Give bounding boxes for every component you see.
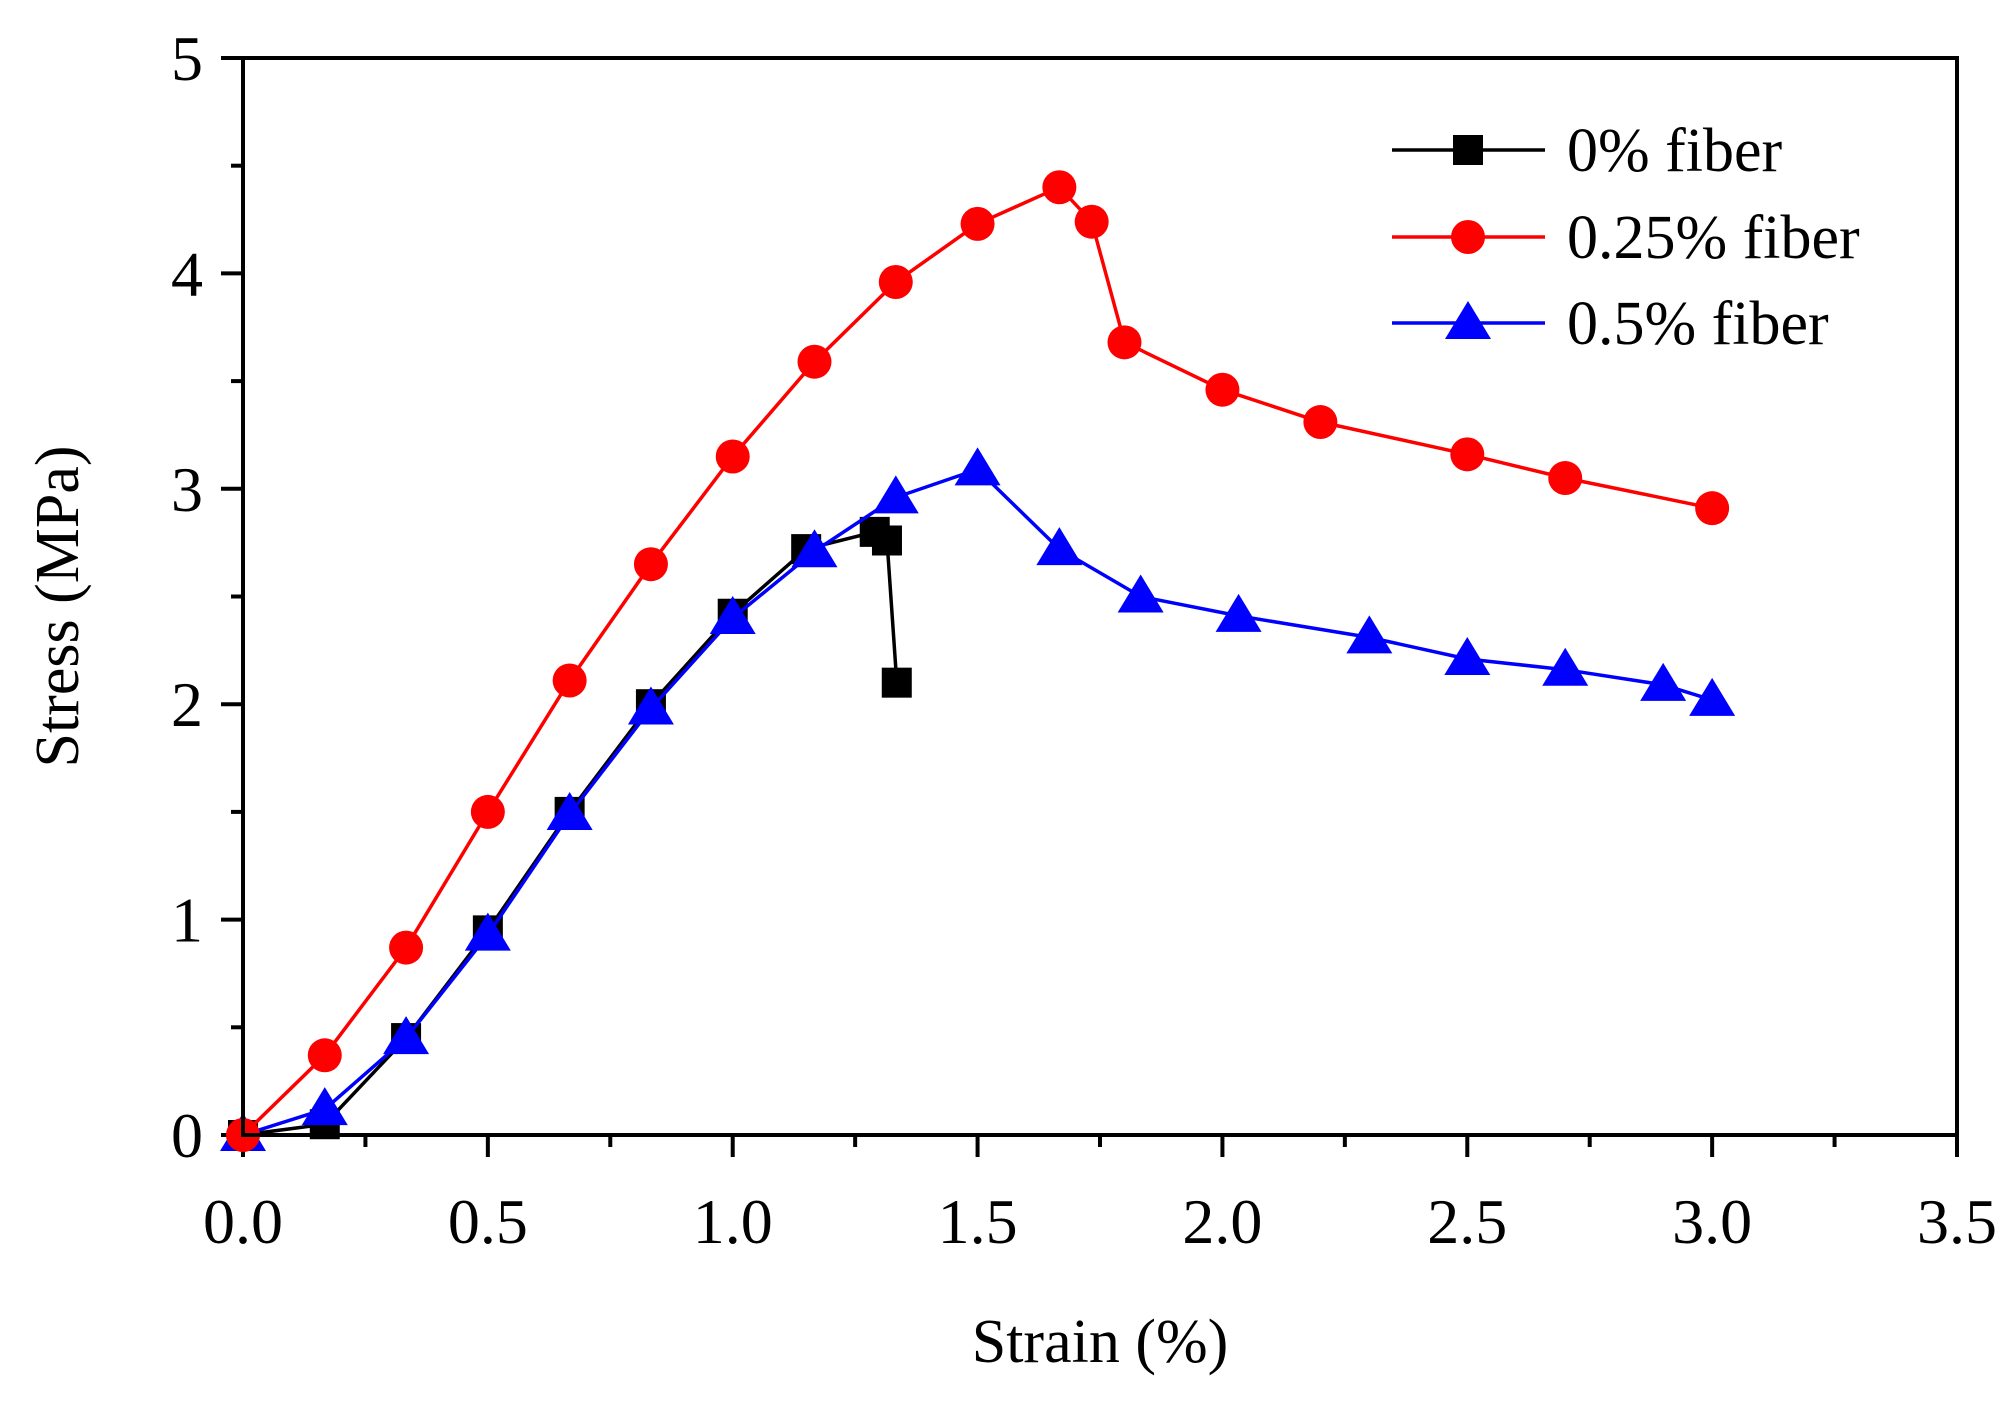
data-point bbox=[1117, 574, 1164, 613]
y-tick-label: 4 bbox=[171, 238, 203, 309]
legend-item: 0.25% fiber bbox=[1392, 204, 1860, 272]
data-point bbox=[1640, 662, 1687, 701]
legend-label: 0.25% fiber bbox=[1567, 204, 1860, 272]
x-tick-label: 3.5 bbox=[1917, 1186, 1997, 1257]
data-point bbox=[464, 912, 511, 951]
data-point bbox=[383, 1016, 430, 1055]
data-point bbox=[1215, 593, 1262, 632]
legend: 0% fiber 0.25% fiber 0.5% fiber bbox=[1392, 117, 1860, 358]
data-point bbox=[1205, 372, 1240, 407]
plot-frame bbox=[241, 56, 1959, 1137]
data-point bbox=[960, 206, 995, 241]
legend-item: 0% fiber bbox=[1392, 117, 1783, 185]
data-point bbox=[954, 447, 1001, 486]
data-point bbox=[1695, 491, 1730, 526]
data-point bbox=[1548, 461, 1583, 496]
legend-item: 0.5% fiber bbox=[1392, 290, 1829, 358]
data-point bbox=[1444, 636, 1491, 675]
data-point bbox=[1036, 527, 1083, 566]
x-tick-label: 1.0 bbox=[693, 1186, 773, 1257]
data-point bbox=[797, 344, 832, 379]
series-triangle bbox=[220, 447, 1736, 1151]
tick-labels: 0.0 0.5 1.0 1.5 2.0 2.5 3.0 3.5 0 1 2 3 4 5 bbox=[171, 23, 1997, 1257]
legend-marker bbox=[1445, 301, 1491, 339]
y-tick-label: 1 bbox=[171, 885, 203, 956]
data-point bbox=[791, 529, 838, 568]
data-point bbox=[389, 930, 424, 965]
data-point bbox=[470, 794, 505, 829]
y-tick-label: 0 bbox=[171, 1100, 203, 1171]
x-tick-label: 3.0 bbox=[1672, 1186, 1752, 1257]
legend-marker bbox=[1453, 135, 1483, 165]
data-point bbox=[1107, 325, 1142, 360]
series-line bbox=[241, 185, 1713, 1137]
data-point bbox=[1303, 405, 1338, 440]
data-point bbox=[878, 265, 913, 300]
data-point bbox=[1689, 677, 1736, 716]
data-point bbox=[872, 475, 919, 514]
y-axis-title: Stress (MPa) bbox=[24, 445, 92, 767]
x-tick-label: 0.5 bbox=[448, 1186, 528, 1257]
x-tick-label: 1.5 bbox=[938, 1186, 1018, 1257]
data-series bbox=[220, 170, 1736, 1152]
data-point bbox=[633, 547, 668, 582]
data-point bbox=[1450, 437, 1485, 472]
data-point bbox=[1346, 615, 1393, 654]
data-point bbox=[307, 1038, 342, 1073]
legend-label: 0.5% fiber bbox=[1567, 290, 1829, 358]
data-point bbox=[881, 667, 912, 698]
data-point bbox=[709, 596, 756, 635]
series-line bbox=[242, 467, 1713, 1137]
series-circle bbox=[226, 170, 1730, 1152]
data-point bbox=[1042, 170, 1077, 205]
y-tick-label: 2 bbox=[171, 669, 203, 740]
data-point bbox=[546, 792, 593, 831]
data-point bbox=[1074, 204, 1109, 239]
data-point bbox=[301, 1087, 348, 1126]
y-tick-label: 5 bbox=[171, 23, 203, 94]
x-tick-label: 2.5 bbox=[1427, 1186, 1507, 1257]
x-tick-label: 0.0 bbox=[203, 1186, 283, 1257]
series-line bbox=[242, 530, 899, 1137]
data-point bbox=[552, 663, 587, 698]
data-point bbox=[715, 439, 750, 474]
data-point bbox=[627, 686, 674, 725]
legend-label: 0% fiber bbox=[1567, 117, 1783, 185]
data-point bbox=[1542, 647, 1589, 686]
x-axis-title: Strain (%) bbox=[972, 1308, 1229, 1376]
x-tick-label: 2.0 bbox=[1182, 1186, 1262, 1257]
data-point bbox=[871, 525, 902, 556]
legend-marker bbox=[1451, 220, 1485, 254]
y-tick-label: 3 bbox=[171, 454, 203, 525]
